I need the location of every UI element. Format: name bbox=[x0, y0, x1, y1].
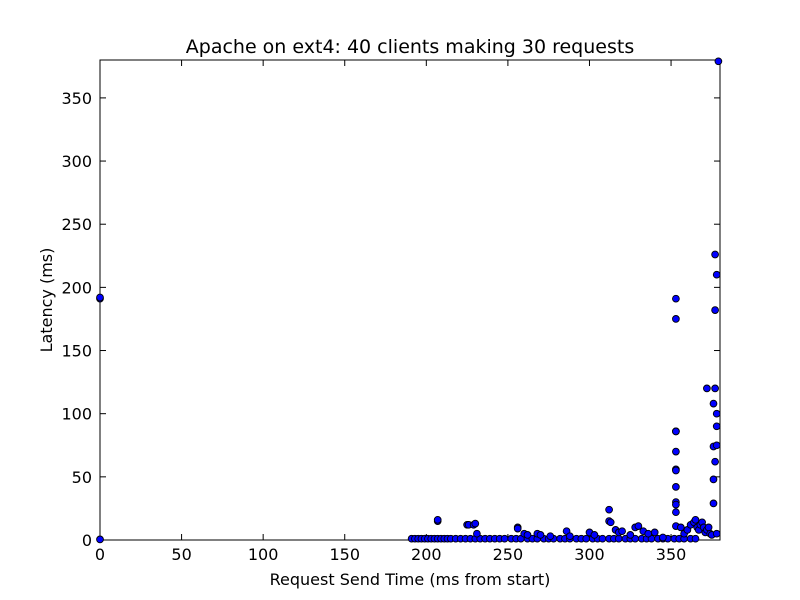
data-point bbox=[650, 528, 659, 537]
data-point bbox=[672, 447, 680, 456]
data-point bbox=[672, 500, 680, 509]
data-point bbox=[711, 306, 719, 314]
data-point bbox=[582, 534, 591, 543]
data-point bbox=[709, 499, 718, 508]
data-point bbox=[712, 409, 721, 418]
data-point bbox=[433, 515, 442, 524]
x-tick-label: 200 bbox=[411, 545, 442, 564]
data-point bbox=[712, 422, 721, 431]
data-point bbox=[691, 534, 700, 543]
data-point bbox=[626, 531, 635, 539]
data-point bbox=[605, 505, 613, 514]
x-tick-label: 250 bbox=[493, 545, 524, 564]
data-point bbox=[614, 534, 623, 543]
data-point bbox=[711, 457, 719, 466]
data-point bbox=[500, 534, 509, 543]
data-point bbox=[709, 475, 718, 484]
x-tick-label: 0 bbox=[95, 545, 105, 564]
data-point bbox=[703, 384, 711, 393]
data-point bbox=[598, 534, 607, 543]
y-axis-label: Latency (ms) bbox=[37, 248, 56, 353]
data-point bbox=[672, 466, 680, 475]
data-point bbox=[513, 524, 522, 533]
data-point bbox=[676, 523, 685, 532]
data-point bbox=[96, 293, 104, 302]
data-point bbox=[691, 515, 700, 524]
y-tick-label: 150 bbox=[61, 342, 92, 361]
data-point bbox=[709, 399, 718, 408]
y-tick-label: 350 bbox=[61, 89, 92, 108]
data-point bbox=[704, 523, 713, 532]
data-point bbox=[536, 531, 545, 539]
data-point bbox=[590, 531, 599, 539]
data-point bbox=[546, 532, 555, 541]
x-axis: 0 50 100 150 200 250 300 350 bbox=[95, 60, 686, 564]
x-tick-label: 100 bbox=[248, 545, 279, 564]
data-point bbox=[672, 508, 680, 517]
chart-title: Apache on ext4: 40 clients making 30 req… bbox=[186, 36, 634, 58]
data-point bbox=[473, 529, 481, 538]
data-point bbox=[711, 250, 719, 259]
data-point bbox=[672, 315, 680, 323]
data-point bbox=[644, 529, 653, 538]
data-point bbox=[712, 529, 721, 538]
data-point bbox=[618, 527, 626, 536]
y-tick-label: 0 bbox=[82, 531, 92, 550]
y-tick-label: 250 bbox=[61, 215, 92, 234]
x-tick-label: 300 bbox=[574, 545, 605, 564]
x-tick-label: 150 bbox=[329, 545, 360, 564]
data-point bbox=[523, 531, 532, 539]
data-point bbox=[712, 270, 721, 279]
x-tick-label: 350 bbox=[656, 545, 687, 564]
y-tick-label: 50 bbox=[72, 468, 92, 487]
data-point bbox=[471, 519, 480, 528]
data-point bbox=[96, 535, 104, 544]
y-tick-label: 200 bbox=[61, 278, 92, 297]
data-point bbox=[672, 483, 680, 491]
data-point bbox=[566, 532, 574, 541]
data-point bbox=[672, 427, 680, 436]
data-point bbox=[672, 294, 680, 303]
y-tick-label: 100 bbox=[61, 405, 92, 424]
data-point bbox=[606, 518, 615, 527]
plot-area bbox=[99, 59, 721, 541]
data-points bbox=[96, 57, 723, 544]
data-point bbox=[714, 57, 723, 66]
data-point bbox=[659, 533, 667, 542]
x-axis-label: Request Send Time (ms from start) bbox=[270, 570, 551, 589]
y-axis: 0 50 100 150 200 250 300 350 bbox=[61, 89, 720, 550]
y-tick-label: 300 bbox=[61, 152, 92, 171]
x-tick-label: 50 bbox=[171, 545, 191, 564]
data-point bbox=[634, 522, 643, 530]
data-point bbox=[711, 384, 719, 393]
data-point bbox=[712, 441, 721, 450]
